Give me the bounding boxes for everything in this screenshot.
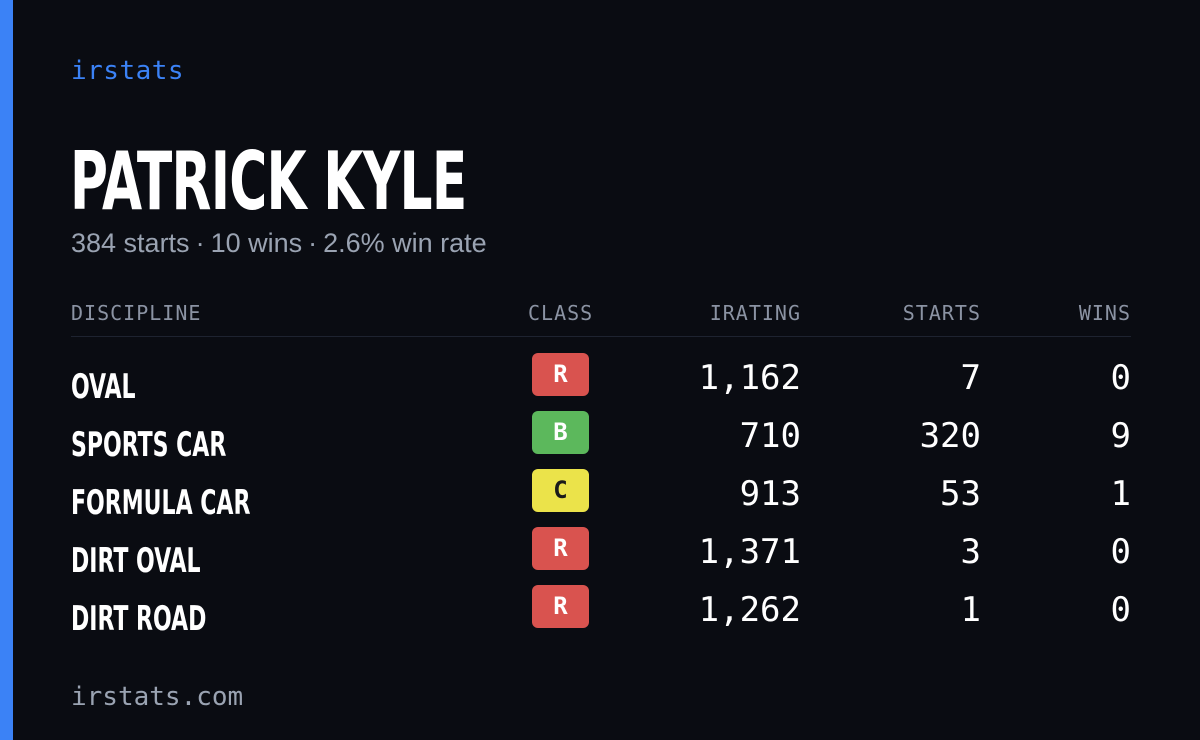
- header-irating: IRATING: [709, 301, 801, 325]
- starts-value: 7: [960, 358, 981, 398]
- table-row: SPORTS CAR B 710 320 9: [71, 411, 1131, 469]
- class-badge: R: [532, 353, 589, 396]
- summary-separator: ·: [195, 228, 205, 258]
- irating-value: 913: [739, 474, 801, 514]
- table-row: DIRT ROAD R 1,262 1 0: [71, 585, 1131, 643]
- class-badge: R: [532, 527, 589, 570]
- class-badge: B: [532, 411, 589, 454]
- summary-starts: 384 starts: [71, 228, 190, 258]
- header-wins: WINS: [1078, 301, 1131, 325]
- discipline-name: DIRT OVAL: [71, 541, 201, 581]
- player-summary: 384 starts · 10 wins · 2.6% win rate: [71, 228, 487, 259]
- header-class: CLASS: [528, 301, 594, 325]
- wins-value: 9: [1110, 416, 1131, 456]
- summary-wins: 10 wins: [210, 228, 303, 258]
- player-name: PATRICK KYLE: [70, 135, 467, 228]
- footer-site-url[interactable]: irstats.com: [71, 682, 244, 712]
- table-row: DIRT OVAL R 1,371 3 0: [71, 527, 1131, 585]
- discipline-stats-table: DISCIPLINE CLASS IRATING STARTS WINS OVA…: [71, 298, 1131, 643]
- starts-value: 53: [940, 474, 981, 514]
- irating-value: 1,262: [698, 590, 801, 630]
- starts-value: 3: [960, 532, 981, 572]
- discipline-name: SPORTS CAR: [71, 425, 227, 465]
- starts-value: 320: [919, 416, 981, 456]
- wins-value: 0: [1110, 532, 1131, 572]
- discipline-name: DIRT ROAD: [71, 599, 207, 639]
- class-badge: C: [532, 469, 589, 512]
- summary-separator: ·: [308, 228, 318, 258]
- brand-logo: irstats: [71, 56, 185, 86]
- table-row: FORMULA CAR C 913 53 1: [71, 469, 1131, 527]
- wins-value: 0: [1110, 590, 1131, 630]
- irating-value: 1,162: [698, 358, 801, 398]
- class-badge: R: [532, 585, 589, 628]
- irating-value: 710: [739, 416, 801, 456]
- accent-bar: [0, 0, 13, 740]
- wins-value: 0: [1110, 358, 1131, 398]
- irating-value: 1,371: [698, 532, 801, 572]
- starts-value: 1: [960, 590, 981, 630]
- discipline-name: OVAL: [71, 367, 136, 407]
- header-starts: STARTS: [902, 301, 981, 325]
- table-body: OVAL R 1,162 7 0 SPORTS CAR B 710 320 9 …: [71, 353, 1131, 643]
- summary-win-rate: 2.6% win rate: [323, 228, 487, 258]
- discipline-name: FORMULA CAR: [71, 483, 251, 523]
- table-header: DISCIPLINE CLASS IRATING STARTS WINS: [71, 298, 1131, 337]
- header-discipline: DISCIPLINE: [71, 301, 202, 325]
- table-row: OVAL R 1,162 7 0: [71, 353, 1131, 411]
- wins-value: 1: [1110, 474, 1131, 514]
